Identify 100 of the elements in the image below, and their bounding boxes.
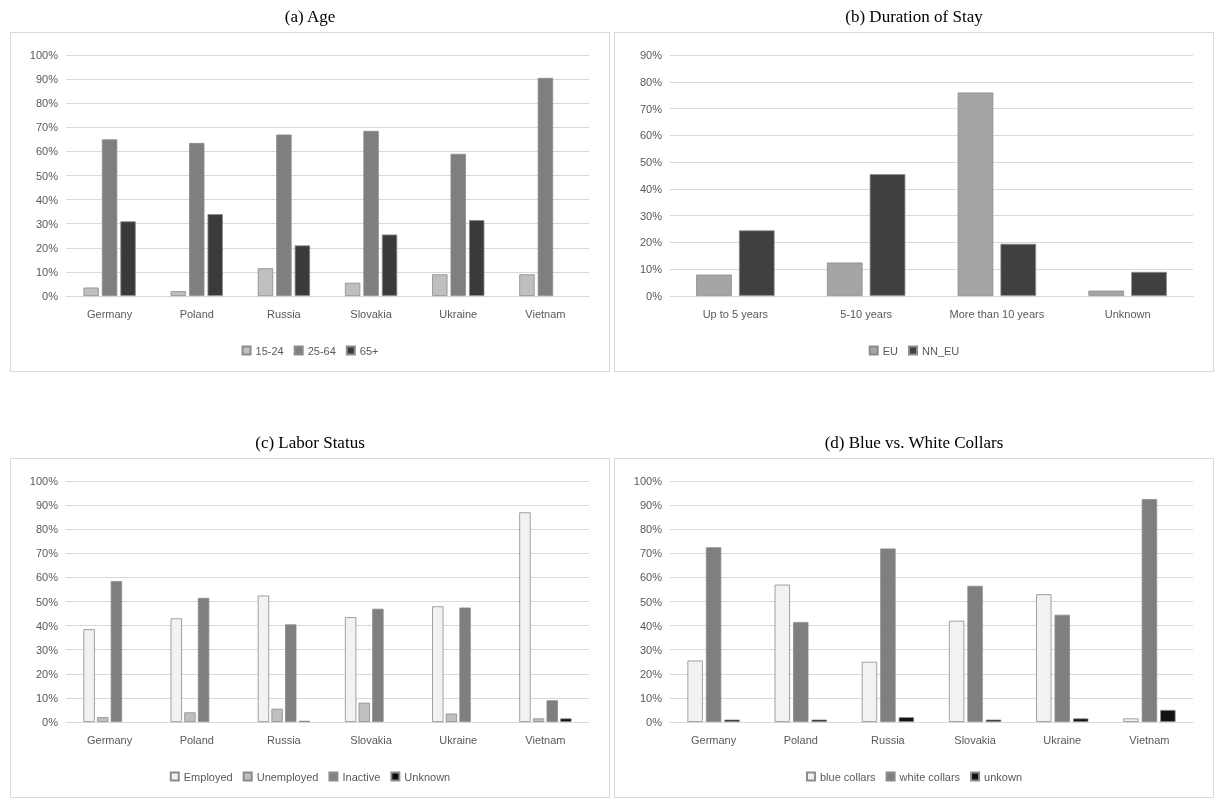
y-tick-label: 10% [35, 265, 59, 278]
bar [880, 548, 896, 722]
bar [120, 221, 136, 296]
bar [197, 597, 210, 722]
bar [207, 214, 223, 296]
y-tick-label: 80% [35, 97, 59, 110]
y-tick-label: 60% [639, 571, 663, 584]
x-tick-label: Poland [783, 733, 818, 746]
y-tick-label: 90% [35, 73, 59, 86]
bar [363, 130, 379, 296]
y-tick-label: 0% [646, 290, 663, 302]
bar [948, 620, 965, 722]
x-tick-label: Germany [86, 733, 133, 746]
bar [257, 268, 274, 296]
x-tick-label: Vietnam [1129, 733, 1170, 746]
y-tick-label: 80% [35, 523, 59, 536]
bar [687, 660, 703, 722]
bar [344, 282, 361, 296]
legend-label: unkown [984, 770, 1023, 783]
y-tick-label: 50% [639, 156, 663, 169]
bar [184, 712, 196, 722]
y-tick-label: 90% [639, 499, 663, 512]
y-tick-label: 30% [639, 643, 663, 656]
bar [294, 245, 311, 296]
chart-title: (a) Age [283, 6, 337, 28]
bar [696, 274, 732, 296]
y-tick-label: 50% [35, 595, 59, 608]
bar [372, 608, 384, 722]
y-tick-label: 60% [35, 145, 59, 158]
bar [83, 629, 95, 722]
chart-title: (c) Labor Status [254, 432, 366, 454]
y-tick-label: 10% [35, 691, 59, 704]
x-tick-label: Slovakia [954, 733, 997, 746]
y-tick-label: 40% [639, 619, 663, 632]
bar [459, 607, 471, 722]
y-tick-label: 40% [35, 619, 59, 632]
legend-label: EU [882, 344, 899, 357]
bar [1141, 499, 1158, 722]
x-tick-label: Slovakia [350, 733, 393, 746]
y-tick-label: 100% [29, 475, 59, 487]
bar [738, 230, 775, 296]
x-tick-label: More than 10 years [949, 307, 1045, 320]
bar [101, 139, 118, 296]
legend-label: Unknown [404, 770, 451, 783]
bar [276, 134, 292, 296]
y-tick-label: 30% [639, 209, 663, 222]
y-tick-label: 20% [639, 667, 663, 680]
legend-label: Employed [183, 770, 233, 783]
y-tick-label: 80% [639, 75, 663, 88]
legend-label: 65+ [359, 344, 379, 357]
bar [957, 92, 994, 296]
x-tick-label: Ukraine [1043, 733, 1082, 746]
y-tick-label: 0% [646, 716, 663, 728]
bar [861, 661, 878, 722]
bar [519, 274, 535, 296]
x-tick-label: Vietnam [525, 733, 566, 746]
bar [1000, 243, 1037, 296]
legend-label: 15-24 [255, 344, 284, 357]
bar [1123, 718, 1139, 722]
y-tick-label: 90% [639, 49, 663, 61]
x-tick-label: Slovakia [350, 307, 393, 320]
y-tick-label: 20% [35, 241, 59, 254]
bar [170, 618, 182, 722]
y-tick-label: 0% [42, 716, 59, 728]
x-tick-label: Ukraine [439, 307, 478, 320]
legend-label: white collars [898, 770, 961, 783]
bar [869, 174, 906, 296]
y-tick-label: 70% [639, 102, 663, 115]
chart-title: (d) Blue vs. White Collars [823, 432, 1005, 454]
x-tick-label: Russia [871, 733, 906, 746]
bar [1088, 290, 1125, 296]
y-tick-label: 60% [35, 571, 59, 584]
bar [450, 153, 466, 296]
x-tick-label: Germany [86, 307, 133, 320]
y-tick-label: 0% [42, 290, 59, 302]
bar [432, 274, 448, 296]
x-tick-label: Vietnam [525, 307, 566, 320]
bar [774, 584, 790, 722]
legend-label: NN_EU [922, 344, 960, 357]
bar [1054, 614, 1070, 722]
bar [469, 220, 485, 296]
y-tick-label: 70% [35, 121, 59, 134]
legend-label: 25-64 [307, 344, 336, 357]
x-tick-label: Up to 5 years [702, 307, 769, 320]
y-tick-label: 70% [639, 547, 663, 560]
bar [381, 234, 398, 296]
x-tick-label: Unknown [1104, 307, 1151, 320]
y-tick-label: 20% [35, 667, 59, 680]
bar [1131, 271, 1167, 296]
y-tick-label: 90% [35, 499, 59, 512]
y-tick-label: 50% [639, 595, 663, 608]
x-tick-label: 5-10 years [840, 307, 893, 320]
bar [967, 585, 983, 722]
chart-title: (b) Duration of Stay [844, 6, 984, 28]
bar [83, 287, 99, 296]
x-tick-label: Russia [267, 307, 302, 320]
y-tick-label: 10% [639, 263, 663, 276]
bar [1160, 709, 1176, 722]
bar [826, 262, 863, 296]
legend-label: blue collars [819, 770, 877, 783]
